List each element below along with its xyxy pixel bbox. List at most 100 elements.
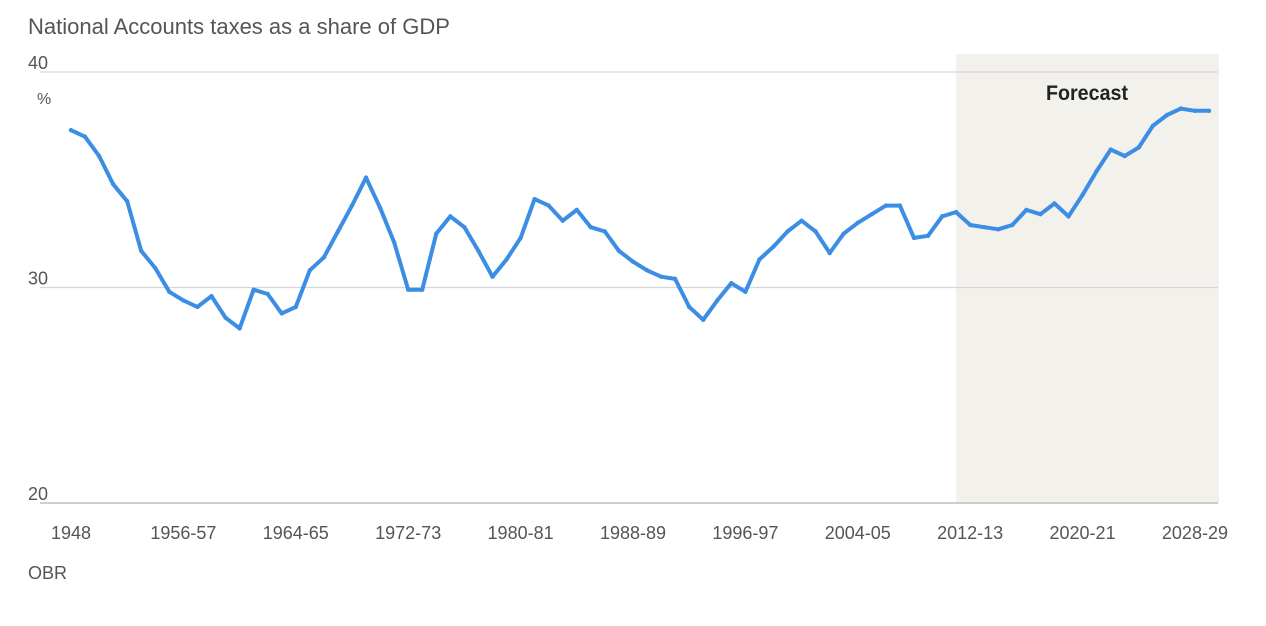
data-point xyxy=(630,259,636,264)
data-point xyxy=(715,298,720,303)
data-point xyxy=(1108,147,1113,152)
forecast-region xyxy=(956,54,1219,503)
data-point xyxy=(1206,108,1212,113)
data-point xyxy=(701,317,706,323)
x-tick-label: 1980-81 xyxy=(488,523,554,543)
chart-title: National Accounts taxes as a share of GD… xyxy=(28,14,450,39)
data-point xyxy=(996,227,1001,232)
data-point xyxy=(560,218,565,223)
data-point xyxy=(686,304,692,310)
forecast-label: Forecast xyxy=(1046,82,1128,105)
data-point xyxy=(1024,207,1029,213)
data-point xyxy=(939,214,945,219)
data-point xyxy=(153,265,158,271)
data-point xyxy=(237,326,242,331)
data-point xyxy=(813,229,818,234)
source-note: OBR xyxy=(28,563,68,583)
data-point xyxy=(335,229,341,234)
data-point xyxy=(1150,123,1156,129)
x-tick-label: 1996-97 xyxy=(712,523,778,543)
x-tick-label: 1972-73 xyxy=(375,523,441,543)
data-point xyxy=(1122,153,1127,159)
data-point xyxy=(462,224,467,230)
x-tick-label: 2020-21 xyxy=(1050,523,1116,543)
data-point xyxy=(658,274,664,279)
data-point xyxy=(420,287,425,292)
x-tick-label: 1988-89 xyxy=(600,523,666,543)
data-point xyxy=(251,287,256,292)
data-point xyxy=(1094,168,1099,174)
data-point xyxy=(771,244,776,249)
data-point xyxy=(124,199,130,204)
data-point xyxy=(82,134,88,139)
data-point xyxy=(799,218,804,223)
data-point xyxy=(434,231,439,236)
data-point xyxy=(363,175,369,180)
x-tick-label: 1956-57 xyxy=(150,523,216,543)
data-point xyxy=(785,229,790,234)
data-point xyxy=(167,289,172,295)
data-point xyxy=(1038,212,1043,217)
x-tick-label: 2004-05 xyxy=(825,523,891,543)
data-point xyxy=(532,196,537,202)
data-point xyxy=(841,231,846,236)
data-point xyxy=(96,153,102,159)
data-point xyxy=(1010,222,1015,228)
x-tick-label: 2012-13 xyxy=(937,523,1003,543)
data-point xyxy=(953,209,959,215)
data-point xyxy=(616,248,622,254)
data-point xyxy=(743,289,748,295)
data-point xyxy=(546,203,551,208)
series-line xyxy=(69,106,1211,331)
y-unit-label: % xyxy=(37,91,51,108)
data-point xyxy=(349,203,355,208)
data-point xyxy=(574,207,579,213)
data-point xyxy=(293,304,298,310)
data-point xyxy=(110,181,116,187)
data-point xyxy=(869,212,875,217)
data-point xyxy=(518,235,523,241)
data-point xyxy=(321,255,327,260)
data-point xyxy=(757,257,762,262)
data-point xyxy=(967,222,973,228)
data-point xyxy=(672,276,678,282)
data-point xyxy=(405,287,411,292)
y-tick-label: 30 xyxy=(28,269,48,289)
data-point xyxy=(139,248,144,254)
data-point xyxy=(982,224,987,230)
data-point xyxy=(195,304,200,310)
data-point xyxy=(1080,192,1085,198)
data-point xyxy=(1052,201,1057,206)
data-point xyxy=(476,248,481,254)
data-point xyxy=(209,293,214,299)
data-point xyxy=(827,250,832,256)
data-point xyxy=(68,127,74,133)
data-point xyxy=(1178,106,1184,111)
data-point xyxy=(223,315,228,320)
data-point xyxy=(883,203,889,208)
data-point xyxy=(1066,214,1071,219)
x-tick-label: 1948 xyxy=(51,523,91,543)
data-point xyxy=(855,220,860,226)
data-point xyxy=(897,203,903,208)
data-point xyxy=(602,229,608,234)
data-point xyxy=(391,240,397,245)
data-point xyxy=(504,257,509,262)
data-point xyxy=(265,291,270,297)
data-point xyxy=(729,280,734,286)
data-point xyxy=(377,205,383,210)
data-point xyxy=(490,274,495,279)
data-point xyxy=(181,298,186,303)
data-point xyxy=(448,214,453,219)
data-point xyxy=(1192,108,1198,113)
y-tick-label: 20 xyxy=(28,484,48,504)
data-point xyxy=(644,268,650,273)
data-point xyxy=(279,311,284,316)
data-point xyxy=(1136,145,1141,150)
data-point xyxy=(911,235,917,241)
data-point xyxy=(925,233,931,238)
data-point xyxy=(307,268,313,273)
data-point xyxy=(1164,112,1170,118)
y-tick-label: 40 xyxy=(28,53,48,73)
